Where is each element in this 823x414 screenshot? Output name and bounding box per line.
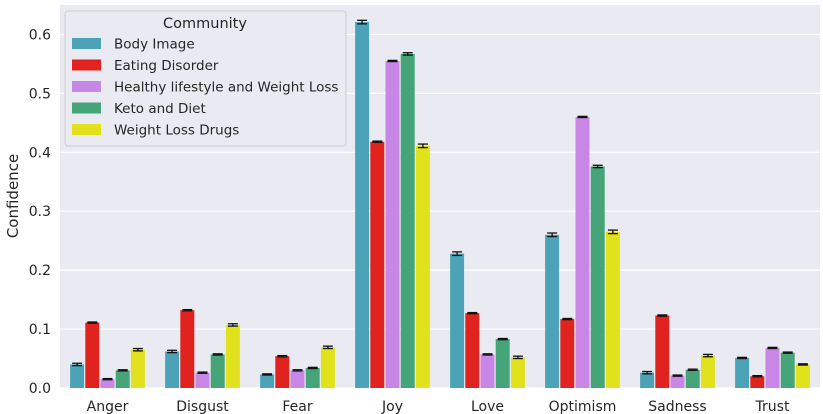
legend-box (64, 10, 347, 147)
legend-label: Healthy lifestyle and Weight Loss (114, 80, 338, 96)
x-tick-label: Love (471, 399, 504, 414)
legend-label: Keto and Diet (114, 101, 206, 117)
bar (290, 370, 305, 388)
x-tick-labels: Anger Disgust Fear Joy Love Optimism Sadness Tr… (87, 399, 790, 414)
bar (305, 367, 320, 388)
bar (480, 354, 495, 388)
legend-label: Body Image (114, 37, 195, 53)
bar (195, 372, 210, 388)
bar (510, 357, 525, 388)
x-tick-label: Joy (381, 399, 403, 414)
bar (560, 319, 575, 388)
bar (735, 357, 750, 388)
y-tick-label: 0.4 (29, 145, 51, 161)
bar (765, 347, 780, 388)
bar (225, 324, 240, 388)
x-tick-label: Disgust (176, 399, 229, 414)
bar (275, 356, 290, 388)
bar (495, 339, 510, 388)
bar (70, 364, 85, 388)
bar (655, 315, 670, 388)
bar (210, 354, 225, 388)
legend-swatch (72, 59, 101, 71)
bar (670, 375, 685, 388)
bar (700, 355, 715, 388)
bar (355, 22, 370, 388)
legend-swatch (72, 102, 101, 114)
bar (180, 310, 195, 388)
error-bars (72, 19, 808, 381)
x-tick-label: Anger (87, 399, 129, 414)
bar (605, 231, 620, 388)
bar (385, 60, 400, 388)
y-tick-label: 0.1 (29, 322, 51, 338)
bar (750, 376, 765, 388)
y-tick-label: 0.2 (29, 263, 51, 279)
bar (640, 372, 655, 388)
legend-swatch (72, 81, 101, 92)
legend-label: Weight Loss Drugs (114, 123, 239, 139)
legend-title: Community (163, 16, 247, 32)
x-tick-label: Optimism (549, 399, 617, 414)
bars (70, 22, 810, 388)
bar (590, 166, 605, 388)
bar (115, 370, 130, 388)
bar (780, 352, 795, 388)
bar (465, 313, 480, 388)
bar (415, 145, 430, 388)
legend-label: Eating Disorder (114, 58, 219, 74)
bar (85, 322, 100, 388)
bar (260, 374, 275, 388)
bar (130, 349, 145, 388)
y-tick-label: 0.0 (29, 381, 51, 397)
bar (370, 141, 385, 388)
bar (100, 379, 115, 388)
x-tick-label: Trust (755, 399, 790, 414)
y-tick-label: 0.6 (29, 27, 51, 43)
legend-swatch (72, 124, 101, 135)
bar (545, 234, 560, 388)
y-tick-label: 0.5 (29, 86, 51, 102)
y-tick-label: 0.3 (29, 204, 51, 220)
y-tick-labels: 0.0 0.1 0.2 0.3 0.4 0.5 0.6 (29, 27, 51, 397)
x-tick-label: Fear (282, 399, 312, 414)
bar (685, 369, 700, 388)
legend: Community Body Image Eating Disorder Healt… (64, 10, 347, 147)
bar (320, 347, 335, 388)
bar (165, 351, 180, 388)
y-axis-label: Confidence (4, 154, 22, 238)
bar (575, 116, 590, 388)
x-tick-label: Sadness (648, 399, 706, 414)
bar (450, 253, 465, 388)
legend-swatch (72, 38, 101, 49)
bar (795, 364, 810, 388)
bar (400, 53, 415, 388)
